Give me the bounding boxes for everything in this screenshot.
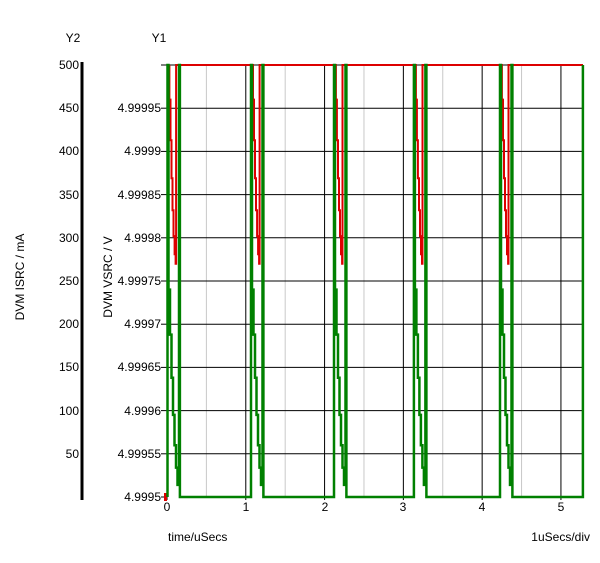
x-axis-title: time/uSecs: [168, 530, 228, 544]
y2-tick-label: 500: [58, 58, 79, 72]
y2-axis-header: Y2: [65, 31, 81, 45]
y2-tick-label: 450: [58, 101, 79, 115]
y1-tick-label: 4.99975: [117, 274, 161, 288]
y2-tick-label: 100: [58, 404, 79, 418]
y1-axis-header: Y1: [151, 31, 167, 45]
y2-axis-line: [80, 62, 84, 500]
x-tick-label: 2: [321, 500, 329, 514]
x-tick-label: 4: [478, 500, 486, 514]
y1-tick-label: 4.99955: [117, 447, 161, 461]
y2-tick-label: 250: [58, 274, 79, 288]
y2-tick-label: 150: [58, 360, 79, 374]
x-tick-label: 3: [399, 500, 407, 514]
y1-tick-label: 4.99985: [117, 188, 161, 202]
y2-tick-label: 200: [58, 317, 79, 331]
y1-tick-label: 4.9998: [124, 231, 161, 245]
y1-tick-label: 4.9999: [124, 144, 161, 158]
x-scale-note: 1uSecs/div: [531, 530, 590, 544]
y2-tick-label: 400: [58, 144, 79, 158]
x-tick-label: 1: [242, 500, 250, 514]
y2-tick-label: 300: [58, 231, 79, 245]
vsrc-trace-start-marker: [164, 493, 167, 501]
y2-tick-label: 350: [58, 188, 79, 202]
y1-tick-label: 4.99995: [117, 101, 161, 115]
isrc-trace: [166, 63, 585, 499]
x-tick-label: 0: [163, 500, 171, 514]
y1-tick-label: 4.9997: [124, 317, 161, 331]
y1-tick-label: 4.99965: [117, 360, 161, 374]
y1-tick-label: 4.9996: [124, 404, 161, 418]
x-tick-label: 5: [557, 500, 565, 514]
y1-tick-label: 4.9995: [124, 490, 161, 504]
y2-tick-label: 50: [65, 447, 79, 461]
vsrc-trace: [168, 64, 583, 265]
